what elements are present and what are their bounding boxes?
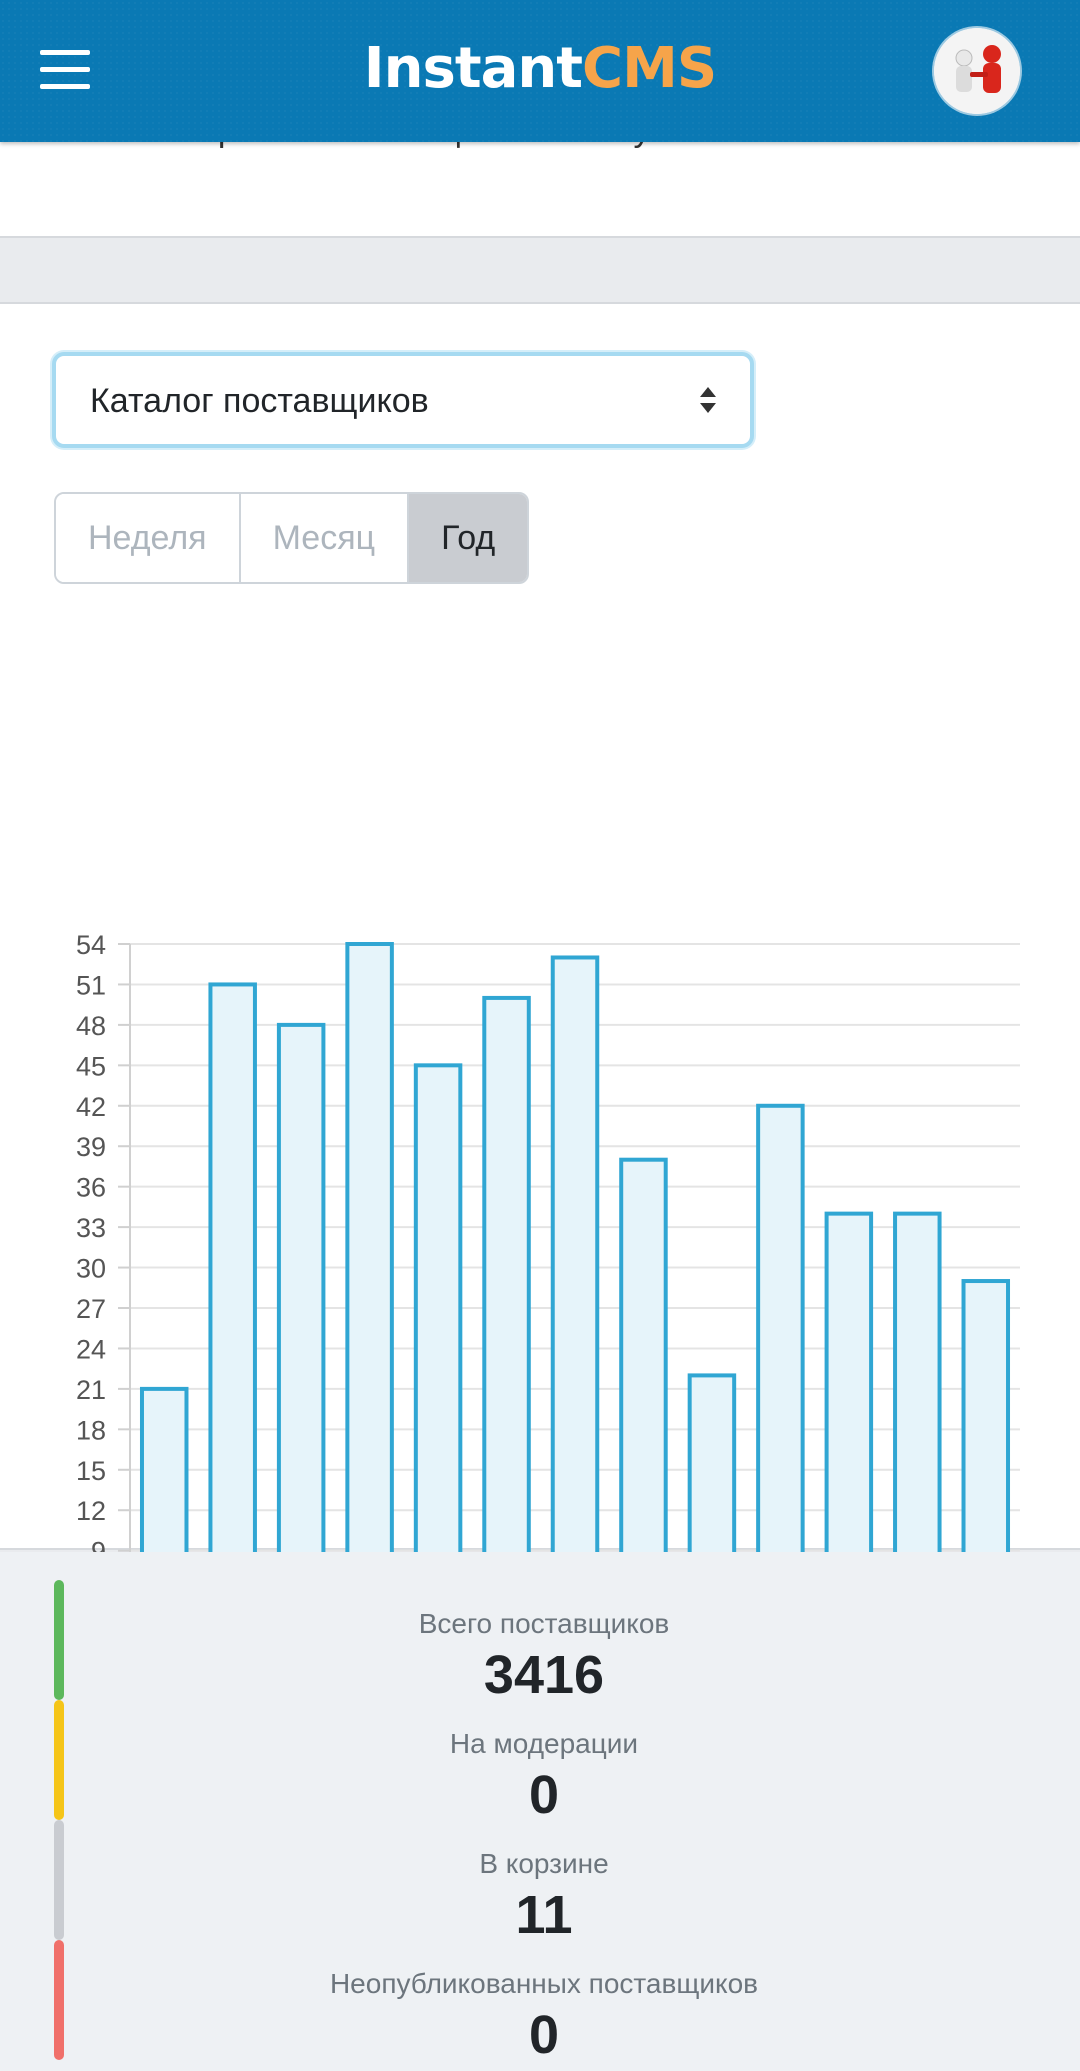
stat-moderation-color-bar	[54, 1700, 64, 1820]
stats-chart-card: Каталог поставщиков Неделя Месяц Год 036…	[0, 302, 1080, 1779]
period-week-button[interactable]: Неделя	[56, 494, 241, 582]
y-tick-label: 39	[76, 1132, 106, 1162]
y-tick-label: 51	[76, 970, 106, 1000]
content-type-select[interactable]: Каталог поставщиков	[52, 352, 754, 448]
y-tick-label: 36	[76, 1173, 106, 1203]
logo-text-cms: CMS	[582, 36, 717, 101]
y-tick-label: 42	[76, 1092, 106, 1122]
stat-moderation: На модерации 0	[54, 1700, 1034, 1825]
logo[interactable]: InstantCMS	[0, 34, 1080, 104]
y-tick-label: 15	[76, 1456, 106, 1486]
stats-summary: Всего поставщиков 3416 На модерации 0 В …	[0, 1552, 1080, 2071]
period-month-button[interactable]: Месяц	[240, 494, 410, 582]
stat-total-value: 3416	[483, 1645, 605, 1705]
stat-moderation-label: На модерации	[449, 1728, 639, 1759]
bar	[345, 942, 394, 1674]
user-avatar[interactable]	[934, 28, 1020, 114]
y-tick-label: 54	[76, 930, 106, 960]
y-tick-label: 21	[76, 1375, 106, 1405]
stat-trash-label: В корзине	[479, 1848, 609, 1879]
stat-unpublished-value: 0	[528, 2005, 560, 2065]
y-tick-label: 48	[76, 1011, 106, 1041]
stat-total-color-bar	[54, 1580, 64, 1700]
stat-unpublished: Неопубликованных поставщиков 0	[54, 1940, 1034, 2065]
stat-moderation-value: 0	[528, 1765, 560, 1825]
y-tick-label: 33	[76, 1213, 106, 1243]
stat-total-label: Всего поставщиков	[418, 1608, 670, 1639]
select-arrows-icon	[700, 387, 716, 413]
y-tick-label: 45	[76, 1051, 106, 1081]
avatar-image-icon	[934, 28, 1020, 114]
y-tick-label: 24	[76, 1334, 106, 1364]
y-tick-label: 12	[76, 1496, 106, 1526]
logo-text-instant: Instant	[363, 36, 583, 101]
stat-unpublished-color-bar	[54, 1940, 64, 2060]
menu-icon[interactable]	[40, 50, 90, 90]
stat-trash: В корзине 11	[54, 1820, 1034, 1945]
stat-unpublished-label: Неопубликованных поставщиков	[329, 1968, 759, 1999]
app-header: InstantCMS	[0, 0, 1080, 142]
y-tick-label: 27	[76, 1294, 106, 1324]
content-type-select-value: Каталог поставщиков	[90, 382, 429, 420]
stat-trash-color-bar	[54, 1820, 64, 1940]
y-tick-label: 30	[76, 1254, 106, 1284]
y-tick-label: 18	[76, 1415, 106, 1445]
stat-total: Всего поставщиков 3416	[54, 1580, 1034, 1705]
stat-trash-value: 11	[515, 1885, 573, 1945]
period-switcher: Неделя Месяц Год	[54, 492, 530, 584]
period-year-button[interactable]: Год	[409, 494, 528, 582]
